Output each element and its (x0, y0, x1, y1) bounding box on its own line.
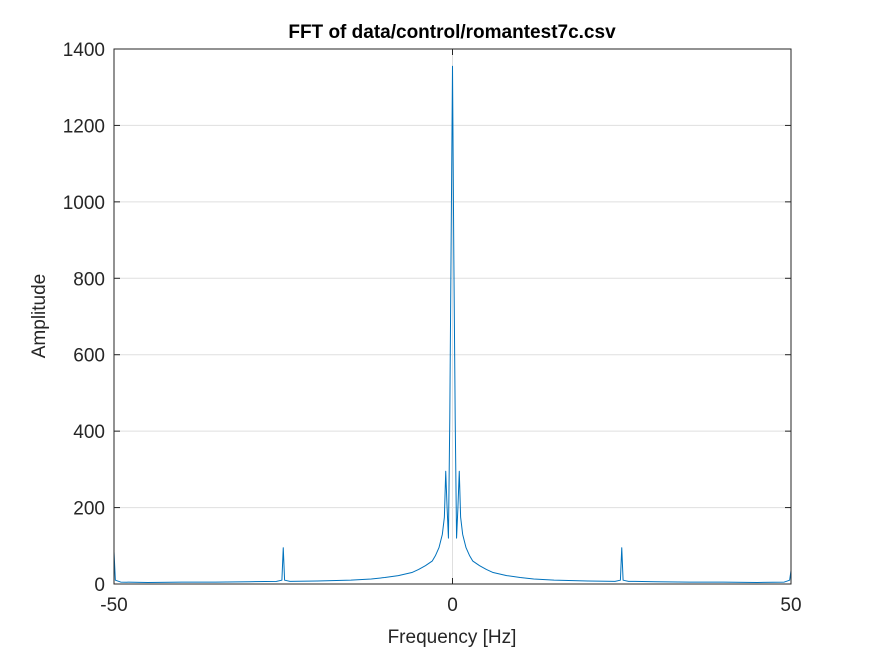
x-tick-label: 0 (447, 595, 458, 616)
x-tick-label: -50 (100, 595, 127, 616)
series-line (113, 65, 792, 583)
y-tick-label: 0 (94, 575, 105, 596)
grid-lines (114, 49, 791, 584)
y-axis-label: Amplitude (29, 274, 50, 359)
y-tick-label: 1000 (63, 193, 105, 214)
x-tick-label: 50 (780, 595, 801, 616)
chart-title: FFT of data/control/romantest7c.csv (288, 22, 616, 43)
y-tick-label: 1400 (63, 40, 105, 61)
y-tick-label: 600 (73, 346, 105, 367)
y-tick-label: 800 (73, 269, 105, 290)
y-tick-label: 200 (73, 499, 105, 520)
y-tick-label: 1200 (63, 116, 105, 137)
series-layer (113, 65, 792, 583)
y-tick-label: 400 (73, 422, 105, 443)
x-axis-label: Frequency [Hz] (388, 627, 517, 648)
